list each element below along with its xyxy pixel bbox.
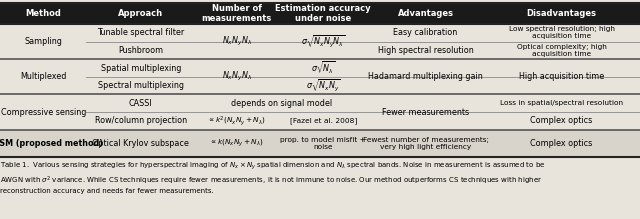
Text: $\sigma\sqrt{N_\lambda}$: $\sigma\sqrt{N_\lambda}$ [311, 60, 335, 76]
Text: depends on signal model: depends on signal model [231, 99, 332, 108]
Text: Spatial multiplexing: Spatial multiplexing [100, 64, 181, 72]
Text: High acquisition time: High acquisition time [519, 72, 604, 81]
Text: High spectral resolution: High spectral resolution [378, 46, 474, 55]
Text: prop. to model misfit +
noise: prop. to model misfit + noise [280, 137, 366, 150]
Text: [Fazel et al. 2008]: [Fazel et al. 2008] [289, 118, 357, 124]
Text: Low spectral resolution; high
acquisition time: Low spectral resolution; high acquisitio… [509, 26, 614, 39]
Text: CASSI: CASSI [129, 99, 152, 108]
Text: Tunable spectral filter: Tunable spectral filter [97, 28, 184, 37]
Text: Fewer measurements: Fewer measurements [382, 108, 469, 117]
Text: Approach: Approach [118, 9, 163, 18]
Text: Disadvantages: Disadvantages [527, 9, 596, 18]
Text: Row/column projection: Row/column projection [95, 117, 187, 125]
Text: Sampling: Sampling [24, 37, 62, 46]
Text: Spectral multiplexing: Spectral multiplexing [98, 81, 184, 90]
Text: Easy calibration: Easy calibration [394, 28, 458, 37]
Text: Fewest number of measurements;
very high light efficiency: Fewest number of measurements; very high… [363, 137, 488, 150]
Text: $\sigma\sqrt{N_xN_yN_\lambda}$: $\sigma\sqrt{N_xN_yN_\lambda}$ [301, 34, 346, 50]
Text: Pushbroom: Pushbroom [118, 46, 163, 55]
Text: $\propto k^2(N_xN_y + N_\lambda)$: $\propto k^2(N_xN_y + N_\lambda)$ [207, 114, 266, 128]
Text: Complex optics: Complex optics [531, 139, 593, 148]
Text: Compressive sensing: Compressive sensing [1, 108, 86, 117]
Text: $\sigma\sqrt{N_xN_y}$: $\sigma\sqrt{N_xN_y}$ [306, 78, 340, 94]
Text: Loss in spatial/spectral resolution: Loss in spatial/spectral resolution [500, 100, 623, 106]
Text: Hadamard multiplexing gain: Hadamard multiplexing gain [368, 72, 483, 81]
Text: Optical Krylov subspace: Optical Krylov subspace [92, 139, 189, 148]
Bar [0, 130, 640, 157]
Text: $N_xN_yN_\lambda$: $N_xN_yN_\lambda$ [222, 35, 252, 48]
Text: Multiplexed: Multiplexed [20, 72, 67, 81]
Text: $\propto k(N_xN_y + N_\lambda)$: $\propto k(N_xN_y + N_\lambda)$ [209, 138, 264, 149]
Text: Complex optics: Complex optics [531, 117, 593, 125]
Text: Method: Method [25, 9, 61, 18]
Text: KRISM (proposed method): KRISM (proposed method) [0, 139, 102, 148]
Text: Advantages: Advantages [397, 9, 454, 18]
Text: Optical complexity; high
acquisition time: Optical complexity; high acquisition tim… [516, 44, 607, 57]
Text: Number of
measurements: Number of measurements [202, 4, 272, 23]
Text: Table 1.  Various sensing strategies for hyperspectral imaging of $N_x \times N_: Table 1. Various sensing strategies for … [0, 161, 545, 194]
Bar [0, 3, 640, 24]
Text: Estimation accuracy
under noise: Estimation accuracy under noise [275, 4, 371, 23]
Text: $N_xN_yN_\lambda$: $N_xN_yN_\lambda$ [222, 70, 252, 83]
